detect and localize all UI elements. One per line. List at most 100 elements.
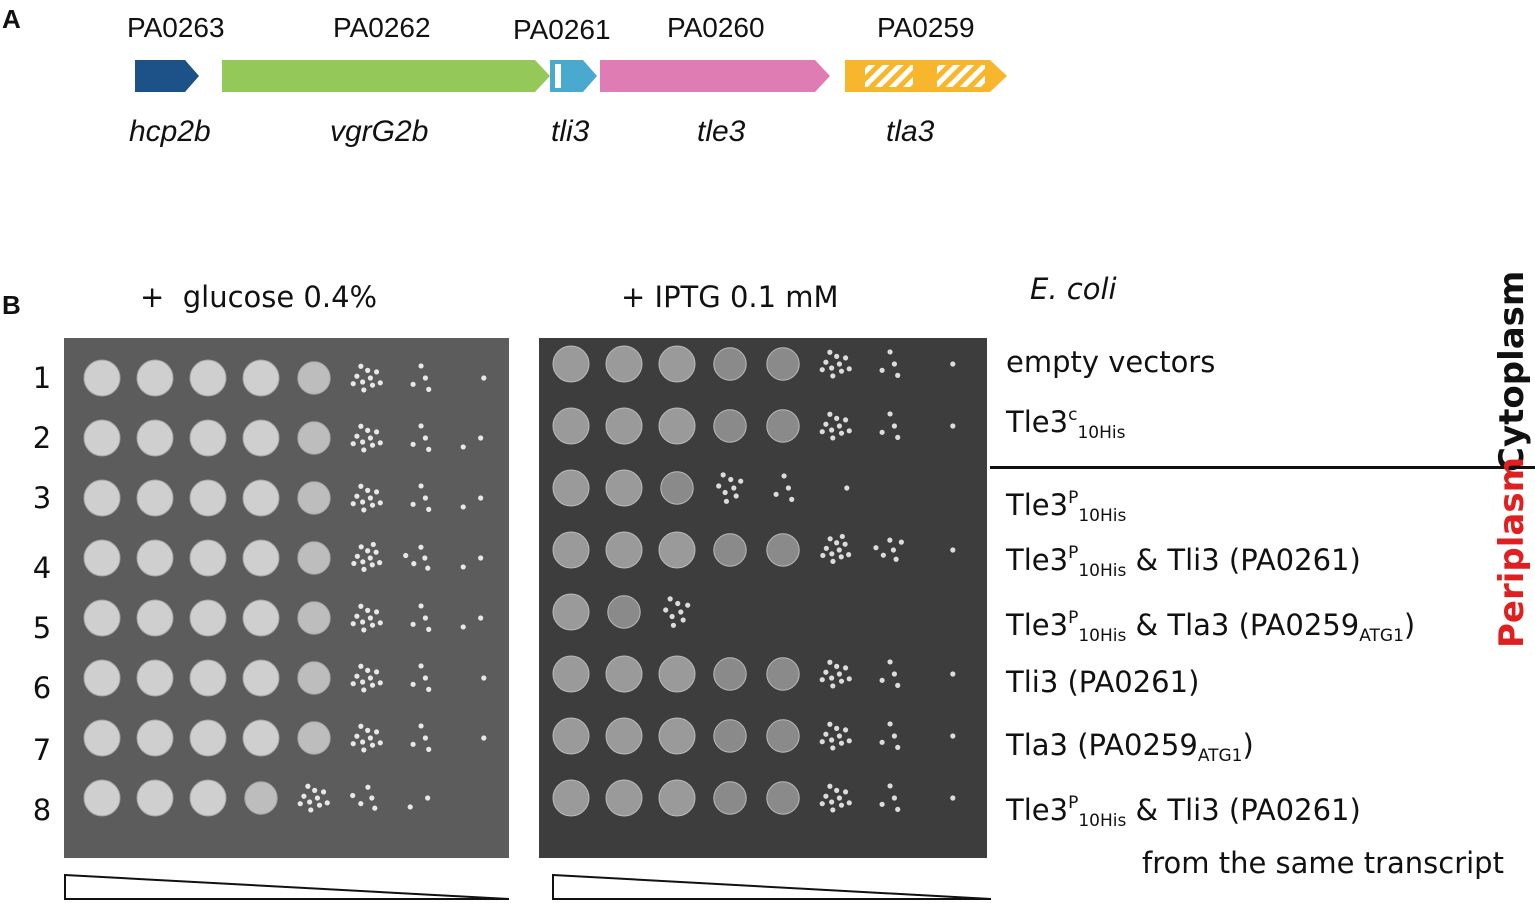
row-label-4: Tle3P10His & Tli3 (PA0261) <box>1006 543 1361 581</box>
colony-cluster <box>460 495 484 510</box>
colony-cluster <box>351 541 383 572</box>
colony-cluster <box>297 783 330 813</box>
growth-spot <box>242 419 280 457</box>
colony-cluster <box>410 723 432 752</box>
colony-cluster <box>873 537 904 562</box>
growth-spot <box>83 419 121 457</box>
cytoplasm-label: Cytoplasm <box>1492 270 1532 472</box>
growth-spot <box>658 779 696 817</box>
colony-cluster <box>350 723 383 753</box>
growth-spot <box>713 719 747 753</box>
row-number-5: 5 <box>32 611 52 645</box>
colony-cluster <box>460 615 484 630</box>
condition-glucose: + glucose 0.4% <box>140 280 378 314</box>
row-label-3: Tle3P10His <box>1006 488 1127 526</box>
colony-cluster <box>950 423 956 429</box>
colony-cluster <box>819 721 852 751</box>
colony-cluster <box>410 363 432 392</box>
dilution-wedge-left <box>64 873 510 900</box>
growth-spot <box>297 481 331 515</box>
growth-spot <box>713 657 747 691</box>
growth-spot <box>83 779 121 817</box>
colony-cluster <box>879 659 901 688</box>
growth-spot <box>136 599 174 637</box>
growth-spot <box>189 359 227 397</box>
growth-spot <box>605 779 643 817</box>
panel-a-letter: A <box>2 4 21 34</box>
growth-spot <box>552 345 590 383</box>
growth-spot <box>766 719 800 753</box>
growth-spot <box>136 539 174 577</box>
growth-spot <box>552 779 590 817</box>
gene-label-hcp2b: hcp2b <box>129 115 211 148</box>
growth-spot <box>189 479 227 517</box>
row-label-2: Tle3c10His <box>1006 405 1126 443</box>
colony-cluster <box>350 603 383 633</box>
growth-spot <box>189 719 227 757</box>
organism-label: E. coli <box>1030 272 1117 306</box>
growth-spot <box>766 347 800 381</box>
tla3-domain-1 <box>865 65 913 87</box>
colony-cluster <box>950 795 956 801</box>
growth-spot <box>605 345 643 383</box>
plate-background <box>539 338 987 858</box>
growth-spot <box>189 779 227 817</box>
row-number-4: 4 <box>32 551 52 585</box>
periplasm-label: Periplasm <box>1492 456 1532 648</box>
agar-plate-glucose <box>64 338 509 858</box>
growth-spot <box>242 599 280 637</box>
colony-cluster <box>819 659 852 689</box>
growth-spot <box>136 659 174 697</box>
gene-arrow-vgrg2b <box>222 60 550 92</box>
row-number-2: 2 <box>32 421 52 455</box>
growth-spot <box>552 593 590 631</box>
row-number-7: 7 <box>32 733 52 767</box>
growth-spot <box>607 595 641 629</box>
growth-spot <box>242 539 280 577</box>
growth-spot <box>189 419 227 457</box>
condition-iptg: + IPTG 0.1 mM <box>621 280 839 314</box>
colony-cluster <box>410 603 432 632</box>
colony-cluster <box>820 533 852 564</box>
colony-cluster <box>819 783 852 813</box>
growth-spot <box>605 717 643 755</box>
growth-spot <box>713 409 747 443</box>
growth-spot <box>658 407 696 445</box>
gene-label-tli3: tli3 <box>551 115 590 148</box>
growth-spot <box>713 347 747 381</box>
growth-spot <box>242 719 280 757</box>
colony-cluster <box>350 663 383 693</box>
growth-spot <box>658 345 696 383</box>
growth-spot <box>189 539 227 577</box>
growth-spot <box>552 407 590 445</box>
growth-spot <box>189 599 227 637</box>
tli3-signal-stripe <box>553 62 563 90</box>
colony-cluster <box>403 544 431 571</box>
growth-spot <box>552 469 590 507</box>
colony-cluster <box>716 472 744 504</box>
colony-cluster <box>819 349 852 379</box>
locus-label-pa0260: PA0260 <box>667 12 765 43</box>
growth-spot <box>766 533 800 567</box>
colony-cluster <box>950 733 956 739</box>
colony-cluster <box>350 363 383 393</box>
growth-spot <box>297 541 331 575</box>
growth-spot <box>658 717 696 755</box>
gene-arrow-hcp2b <box>135 60 199 92</box>
colony-cluster <box>410 423 432 452</box>
colony-cluster <box>407 795 431 810</box>
colony-cluster <box>879 349 901 378</box>
growth-spot <box>83 719 121 757</box>
colony-cluster <box>879 411 901 440</box>
row-number-3: 3 <box>32 481 52 515</box>
growth-spot <box>605 655 643 693</box>
growth-spot <box>83 659 121 697</box>
growth-spot <box>713 533 747 567</box>
growth-spot <box>136 479 174 517</box>
gene-arrow-tle3 <box>600 60 830 92</box>
row-label-7: Tla3 (PA0259ATG1) <box>1006 728 1254 766</box>
growth-spot <box>242 359 280 397</box>
colony-cluster <box>481 735 487 741</box>
growth-spot <box>297 361 331 395</box>
colony-cluster <box>819 411 852 441</box>
